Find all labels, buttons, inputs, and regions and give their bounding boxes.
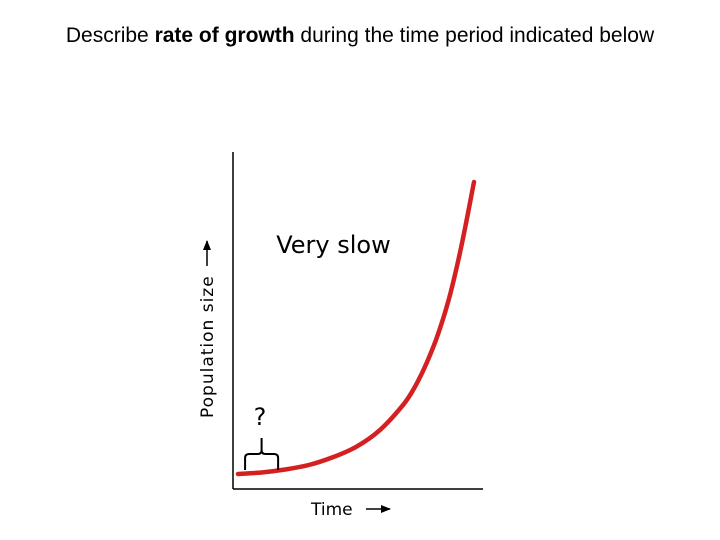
heading-text-bold: rate of growth xyxy=(154,24,295,47)
y-axis-label: Population size xyxy=(198,275,218,418)
time-period-bracket xyxy=(244,438,280,470)
question-heading: Describe rate of growth during the time … xyxy=(0,24,720,48)
annotation-very-slow: Very slow xyxy=(276,231,391,259)
annotation-question-mark: ? xyxy=(254,403,267,431)
heading-text-start: Describe xyxy=(65,24,155,47)
heading-text-end: during the time period indicated below xyxy=(294,24,655,47)
x-axis-label: Time xyxy=(310,500,353,520)
y-axis-label-group: Population size xyxy=(198,240,218,418)
population-curve-line xyxy=(235,179,477,477)
